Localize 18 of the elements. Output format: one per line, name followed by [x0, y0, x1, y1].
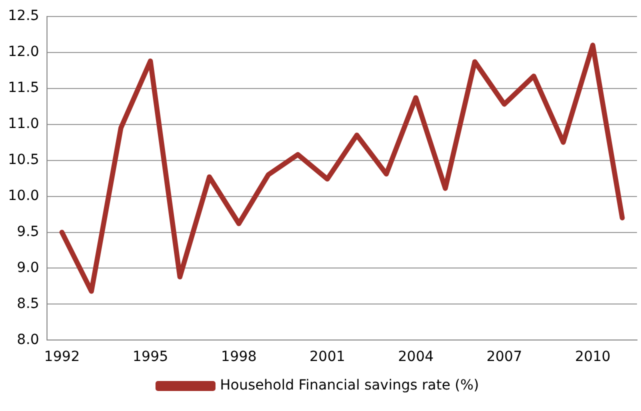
x-tick-label: 1998: [221, 349, 257, 366]
x-tick-label: 2001: [310, 349, 346, 366]
y-tick-label: 12.5: [8, 8, 40, 24]
x-tick-label: 1992: [44, 349, 80, 366]
y-tick-label: 11.0: [8, 116, 40, 132]
y-tick-label: 9.0: [16, 260, 40, 276]
x-tick-label: 1995: [132, 349, 168, 366]
y-tick-label: 8.0: [16, 332, 40, 348]
y-tick-label: 9.5: [16, 224, 40, 240]
y-tick-label: 12.0: [8, 44, 40, 60]
y-tick-label: 8.5: [16, 296, 40, 312]
legend-label: Household Financial savings rate (%): [220, 378, 479, 394]
x-tick-label: 2004: [398, 349, 434, 366]
y-tick-label: 10.5: [8, 152, 40, 168]
x-tick-label: 2007: [486, 349, 522, 366]
x-tick-label: 2010: [574, 349, 611, 366]
y-tick-label: 10.0: [8, 188, 40, 204]
y-tick-label: 11.5: [8, 80, 40, 96]
